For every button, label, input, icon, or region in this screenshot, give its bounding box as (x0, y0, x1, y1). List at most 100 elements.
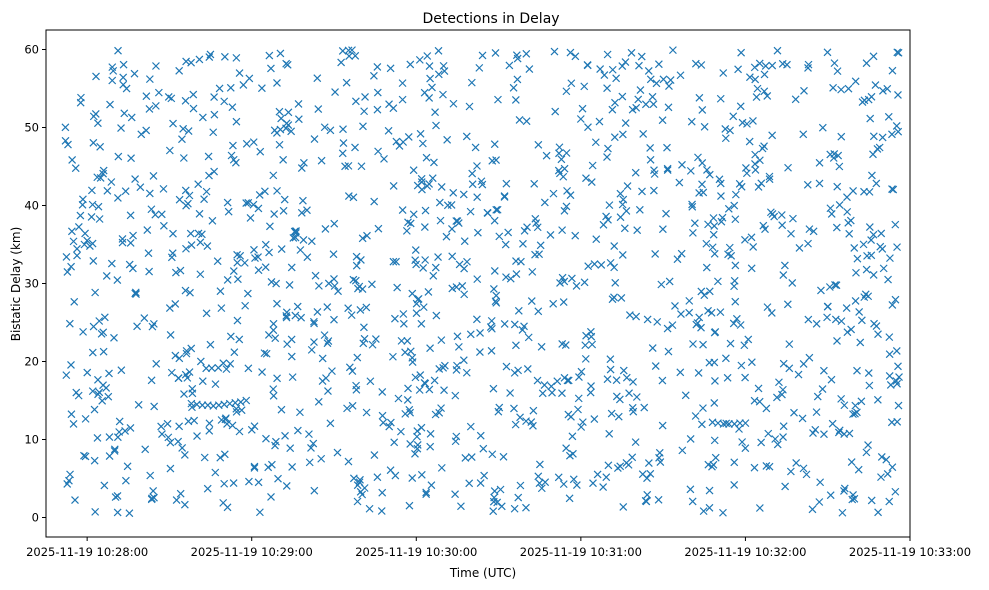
data-point (612, 74, 621, 83)
data-point (284, 108, 293, 117)
data-point (567, 412, 575, 421)
data-point (831, 280, 839, 289)
data-point (130, 69, 139, 78)
data-point (251, 254, 259, 262)
data-point (454, 342, 463, 351)
data-point (349, 275, 358, 284)
data-point (608, 105, 617, 114)
data-point (250, 422, 259, 431)
data-point (734, 65, 743, 74)
data-point (884, 112, 893, 121)
data-point (747, 264, 756, 273)
data-point (687, 117, 696, 126)
data-point (351, 143, 359, 152)
data-point (596, 65, 605, 73)
data-point (244, 364, 253, 373)
data-point (421, 256, 430, 264)
data-point (888, 185, 896, 193)
data-point (175, 354, 184, 363)
data-point (591, 138, 600, 147)
data-point (877, 453, 886, 461)
data-point (273, 186, 281, 195)
data-point (373, 63, 382, 71)
data-point (643, 490, 652, 499)
data-point (67, 361, 75, 369)
data-point (492, 291, 501, 300)
data-point (574, 405, 582, 414)
data-point (597, 260, 606, 269)
data-point (849, 187, 858, 195)
data-point (632, 393, 641, 401)
data-point (205, 426, 214, 435)
data-point (353, 353, 362, 362)
data-point (783, 300, 792, 309)
data-point (803, 180, 812, 189)
data-point (233, 250, 242, 259)
data-point (516, 413, 524, 422)
data-point (790, 408, 798, 417)
data-point (330, 219, 339, 228)
data-point (716, 308, 725, 317)
data-point (885, 497, 894, 506)
data-point (711, 328, 720, 336)
data-point (621, 119, 630, 128)
data-point (463, 257, 471, 266)
data-point (535, 479, 544, 488)
data-point (894, 90, 902, 99)
data-point (426, 442, 435, 451)
data-point (635, 61, 643, 70)
data-point (318, 354, 327, 363)
data-point (755, 397, 764, 406)
data-point (81, 452, 90, 461)
data-point (152, 62, 160, 70)
data-point (179, 124, 188, 133)
data-point (516, 481, 525, 490)
data-point (664, 103, 673, 112)
data-point (106, 100, 114, 109)
data-point (313, 308, 322, 316)
data-point (569, 475, 578, 484)
data-point (273, 78, 281, 87)
data-point (83, 368, 92, 377)
data-point (297, 313, 306, 322)
data-point (658, 116, 667, 125)
data-point (99, 328, 108, 337)
data-point (741, 419, 750, 428)
data-point (586, 388, 595, 397)
data-point (554, 473, 563, 482)
data-point (409, 210, 418, 219)
data-point (636, 86, 645, 94)
data-point (359, 122, 367, 131)
data-point (686, 485, 695, 494)
data-point (425, 385, 434, 394)
data-point (437, 183, 446, 191)
data-point (540, 198, 549, 207)
y-axis-label: Bistatic Delay (km) (9, 227, 23, 342)
data-point (265, 222, 274, 231)
data-point (288, 463, 297, 471)
data-point (664, 347, 673, 356)
data-point (493, 498, 502, 507)
data-point (233, 316, 242, 325)
data-point (363, 231, 371, 240)
data-point (473, 228, 482, 237)
data-point (557, 155, 566, 164)
data-point (635, 205, 644, 214)
data-point (691, 412, 700, 420)
data-point (198, 377, 207, 386)
data-point (216, 287, 225, 296)
data-point (262, 349, 271, 358)
data-point (411, 449, 419, 458)
data-point (795, 243, 804, 252)
data-point (522, 503, 530, 512)
data-point (202, 364, 211, 373)
data-point (347, 311, 356, 320)
data-point (144, 249, 153, 258)
data-point (237, 406, 246, 415)
data-point (837, 394, 846, 403)
data-point (269, 171, 278, 180)
data-point (164, 433, 173, 442)
data-point (105, 433, 114, 442)
data-point (397, 336, 406, 345)
data-point (514, 493, 523, 502)
